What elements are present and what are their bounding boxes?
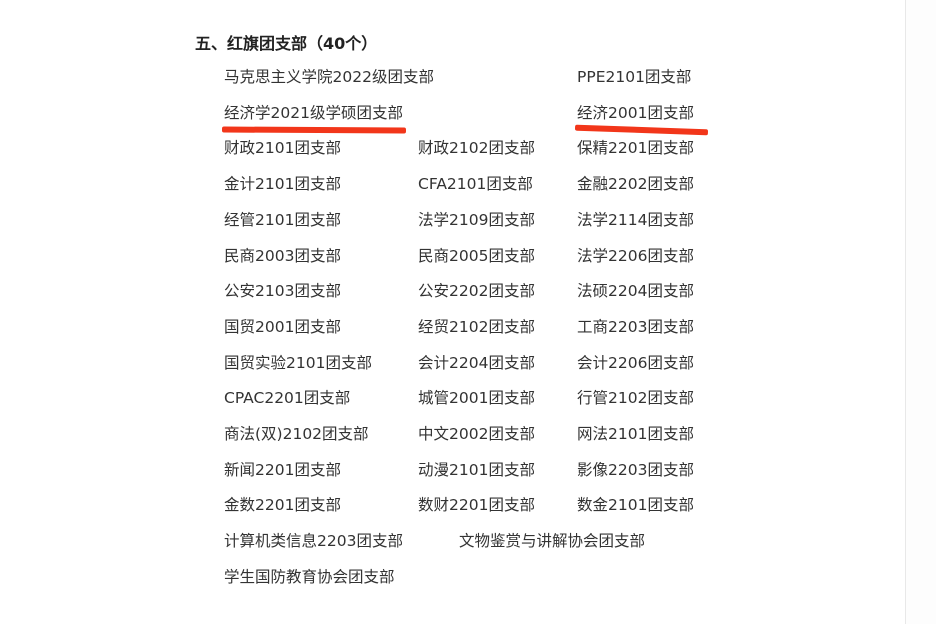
- branch-item: CPAC2201团支部: [224, 389, 351, 408]
- branch-item: 商法(双)2102团支部: [224, 425, 369, 443]
- branch-item: 动漫2101团支部: [418, 460, 535, 479]
- branch-item: 公安2103团支部: [224, 282, 341, 301]
- side-panel: [906, 0, 936, 624]
- branch-item: 法学2109团支部: [418, 210, 535, 229]
- branch-item: 保精2201团支部: [577, 139, 694, 158]
- branch-item: 经贸2102团支部: [418, 317, 535, 336]
- branch-item: 行管2102团支部: [577, 389, 694, 408]
- branch-item: 城管2001团支部: [418, 389, 535, 408]
- branch-item: 新闻2201团支部: [224, 460, 341, 479]
- branch-item: 民商2005团支部: [418, 246, 535, 265]
- branch-item: 会计2206团支部: [577, 353, 694, 372]
- scrollbar-divider: [905, 0, 906, 624]
- branch-item: 公安2202团支部: [418, 282, 535, 301]
- branch-item: 计算机类信息2203团支部: [224, 532, 403, 551]
- branch-item: 法硕2204团支部: [577, 282, 694, 301]
- branch-item: PPE2101团支部: [577, 68, 692, 86]
- branch-item: 金计2101团支部: [224, 175, 341, 194]
- branch-item: 国贸2001团支部: [224, 317, 341, 336]
- branch-item: 国贸实验2101团支部: [224, 353, 372, 372]
- branch-item: 财政2101团支部: [224, 139, 341, 158]
- branch-item: 学生国防教育协会团支部: [224, 567, 395, 586]
- branch-item: 中文2002团支部: [418, 425, 535, 443]
- branch-item: CFA2101团支部: [418, 175, 533, 194]
- branch-item: 金数2201团支部: [224, 496, 341, 515]
- section-heading: 五、红旗团支部（40个）: [195, 34, 378, 53]
- branch-item: 数金2101团支部: [577, 496, 694, 515]
- branch-item: 工商2203团支部: [577, 317, 694, 336]
- branch-item: 经济学2021级学硕团支部: [224, 103, 403, 122]
- branch-item: 数财2201团支部: [418, 496, 535, 515]
- branch-item: 金融2202团支部: [577, 175, 694, 194]
- branch-item: 财政2102团支部: [418, 139, 535, 158]
- branch-item: 影像2203团支部: [577, 460, 694, 479]
- branch-item: 法学2114团支部: [577, 210, 694, 229]
- branch-item: 网法2101团支部: [577, 425, 694, 443]
- branch-item: 法学2206团支部: [577, 246, 694, 265]
- branch-item: 会计2204团支部: [418, 353, 535, 372]
- branch-item: 经管2101团支部: [224, 210, 341, 229]
- branch-item: 文物鉴赏与讲解协会团支部: [459, 532, 646, 551]
- branch-item: 经济2001团支部: [577, 103, 694, 122]
- red-underline-mark: [221, 126, 407, 134]
- red-underline-mark: [574, 124, 709, 136]
- branch-item: 马克思主义学院2022级团支部: [224, 68, 434, 86]
- branch-item: 民商2003团支部: [224, 246, 341, 265]
